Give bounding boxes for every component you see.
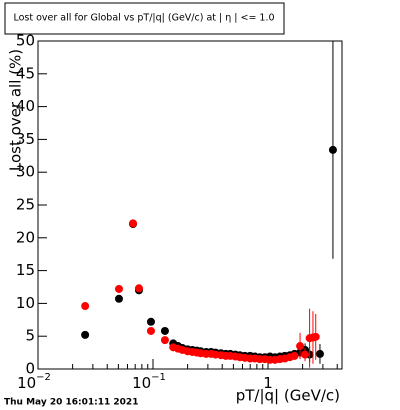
point (328, 145, 337, 154)
y-tick-label: 30 (16, 163, 35, 181)
footer: Thu May 20 16:01:11 2021 (4, 398, 138, 408)
y-tick-label: 15 (16, 261, 35, 279)
point (160, 336, 169, 345)
y-tick-label: 45 (16, 64, 35, 82)
y-tick-label: 0 (25, 360, 35, 378)
point (301, 350, 310, 359)
x-tick-base: 10 (17, 374, 36, 392)
point (146, 326, 155, 335)
x-tick-label: 10−1 (132, 372, 166, 392)
plot-frame (37, 40, 343, 370)
point (296, 342, 305, 351)
y-tick-label: 35 (16, 130, 35, 148)
point (290, 351, 299, 360)
x-tick-label: 1 (263, 374, 273, 392)
chart-title: Lost over all for Global vs pT/|q| (GeV/… (13, 13, 274, 24)
x-axis-label: pT/|q| (GeV/c) (236, 387, 340, 405)
point (81, 302, 90, 311)
title-box (4, 2, 285, 35)
point (146, 317, 155, 326)
x-tick-exponent: −2 (36, 372, 51, 383)
point (134, 284, 143, 293)
point (81, 330, 90, 339)
y-tick-label: 25 (16, 196, 35, 214)
x-tick-base: 1 (263, 374, 273, 392)
y-tick-label: 10 (16, 294, 35, 312)
x-tick-base: 10 (132, 374, 151, 392)
x-tick-label: 10−2 (17, 372, 51, 392)
point (114, 284, 123, 293)
y-tick-label: 20 (16, 228, 35, 246)
y-tick-label: 40 (16, 97, 35, 115)
point (315, 349, 324, 358)
point (128, 219, 137, 228)
point (114, 294, 123, 303)
y-tick-label: 50 (16, 32, 35, 50)
point (311, 332, 320, 341)
y-axis-label: Lost over all (%) (7, 49, 25, 171)
y-tick-label: 5 (25, 327, 35, 345)
x-tick-exponent: −1 (151, 372, 166, 383)
point (160, 326, 169, 335)
